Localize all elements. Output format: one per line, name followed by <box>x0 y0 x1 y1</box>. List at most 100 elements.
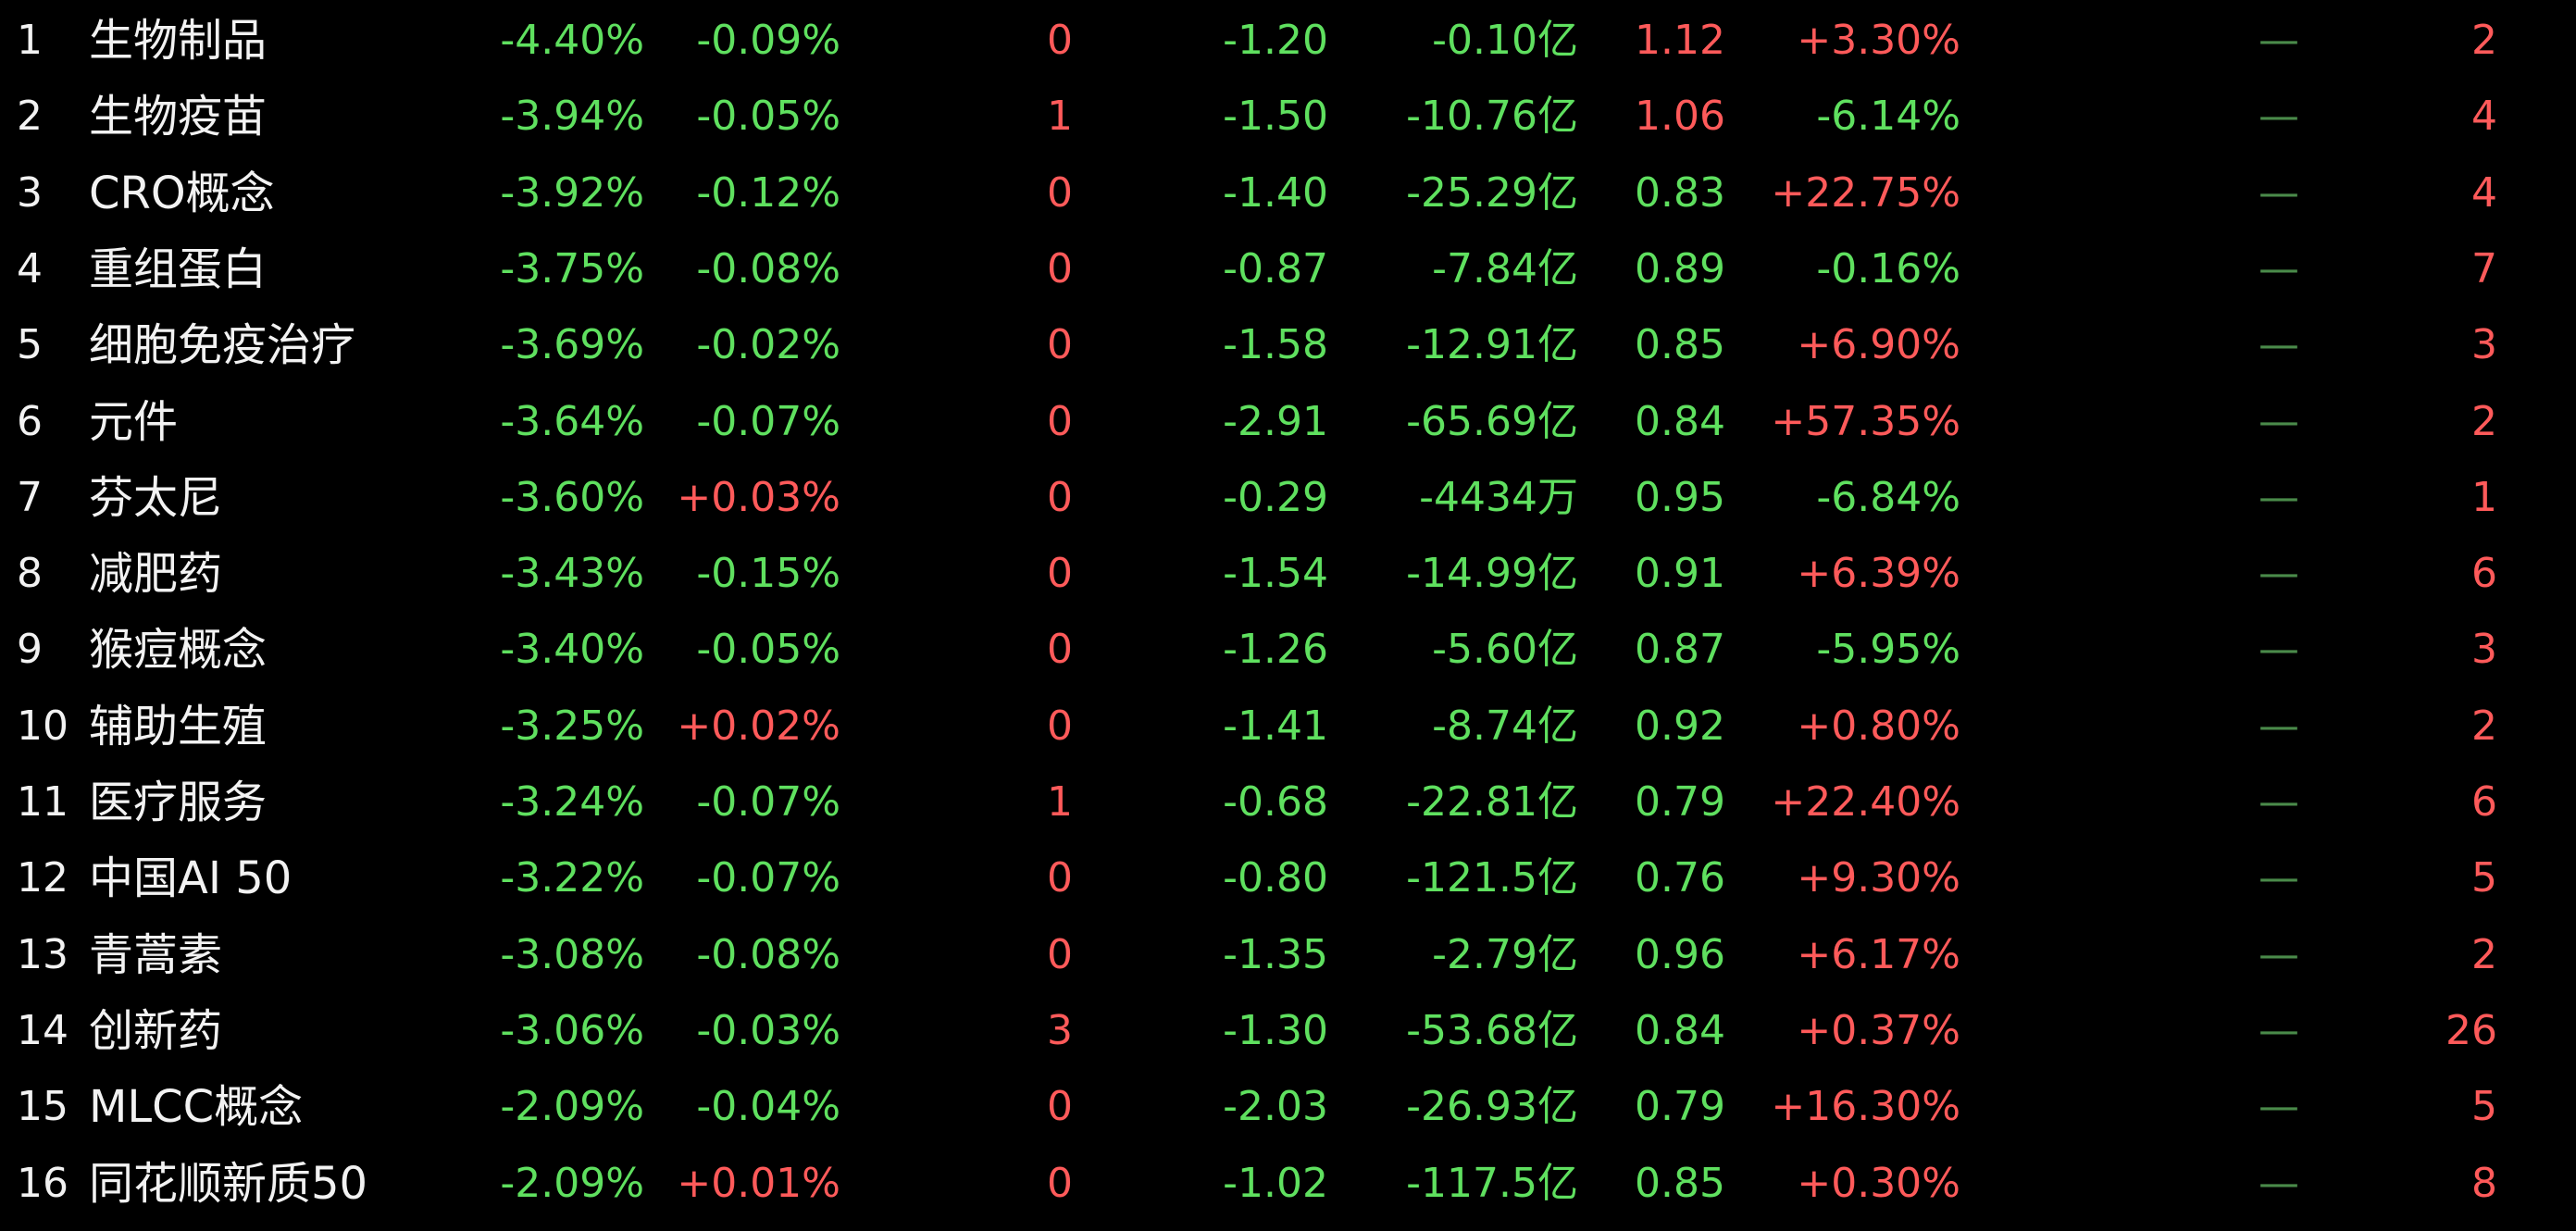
net-amount: -4434万 <box>1419 473 1578 521</box>
main-flow: -2.03 <box>1223 1083 1328 1131</box>
net-amount: -2.79亿 <box>1432 930 1578 978</box>
speed: -0.02% <box>696 321 840 369</box>
change-pct: -3.06% <box>500 1006 644 1054</box>
turnover-change: +6.39% <box>1797 550 1960 598</box>
main-flow: -1.50 <box>1223 93 1328 141</box>
rank: 15 <box>17 1083 68 1131</box>
speed: -0.08% <box>696 930 840 978</box>
main-flow: -1.54 <box>1223 550 1328 598</box>
change-pct: -3.75% <box>500 244 644 292</box>
stock-count: 6 <box>2471 778 2497 826</box>
volume-ratio: 0.79 <box>1635 1083 1725 1131</box>
stock-count: 7 <box>2471 244 2497 292</box>
limit-up-count: 0 <box>1047 854 1073 902</box>
rank: 9 <box>17 626 43 674</box>
volume-ratio: 0.79 <box>1635 778 1725 826</box>
net-amount: -0.10亿 <box>1432 17 1578 64</box>
net-amount: -53.68亿 <box>1406 1006 1578 1054</box>
dash: — <box>2259 626 2299 674</box>
stock-count: 6 <box>2471 550 2497 598</box>
volume-ratio: 0.87 <box>1635 626 1725 674</box>
turnover-change: +6.17% <box>1797 930 1960 978</box>
sector-name: 细胞免疫治疗 <box>89 319 356 372</box>
change-pct: -2.09% <box>500 1159 644 1207</box>
net-amount: -10.76亿 <box>1406 93 1578 141</box>
sector-name: 重组蛋白 <box>89 242 268 295</box>
dash: — <box>2259 930 2299 978</box>
stock-count: 2 <box>2471 397 2497 445</box>
main-flow: -1.35 <box>1223 930 1328 978</box>
sector-name: 生物疫苗 <box>89 91 268 143</box>
main-flow: -2.91 <box>1223 397 1328 445</box>
turnover-change: +22.75% <box>1771 168 1960 217</box>
turnover-change: -0.16% <box>1816 244 1960 292</box>
dash: — <box>2259 1159 2299 1207</box>
limit-up-count: 0 <box>1047 244 1073 292</box>
dash: — <box>2259 550 2299 598</box>
change-pct: -3.69% <box>500 321 644 369</box>
change-pct: -3.08% <box>500 930 644 978</box>
stock-count: 5 <box>2471 1083 2497 1131</box>
stock-count: 8 <box>2471 1159 2497 1207</box>
limit-up-count: 0 <box>1047 1083 1073 1131</box>
turnover-change: +0.80% <box>1797 702 1960 750</box>
net-amount: -121.5亿 <box>1406 854 1578 902</box>
limit-up-count: 1 <box>1047 778 1073 826</box>
speed: -0.15% <box>696 550 840 598</box>
volume-ratio: 1.12 <box>1635 17 1725 64</box>
speed: -0.07% <box>696 854 840 902</box>
turnover-change: +22.40% <box>1771 778 1960 826</box>
sector-name: 生物制品 <box>89 15 268 67</box>
change-pct: -3.92% <box>500 168 644 217</box>
limit-up-count: 0 <box>1047 702 1073 750</box>
sector-name: 医疗服务 <box>89 777 268 828</box>
rank: 7 <box>17 473 43 521</box>
rank: 2 <box>17 93 43 141</box>
volume-ratio: 0.83 <box>1635 168 1725 217</box>
turnover-change: +0.30% <box>1797 1159 1960 1207</box>
change-pct: -3.60% <box>500 473 644 521</box>
dash: — <box>2259 473 2299 521</box>
turnover-change: +0.37% <box>1797 1006 1960 1054</box>
dash: — <box>2259 93 2299 141</box>
limit-up-count: 1 <box>1047 93 1073 141</box>
sector-name: 猴痘概念 <box>89 624 268 677</box>
change-pct: -3.22% <box>500 854 644 902</box>
change-pct: -4.40% <box>500 17 644 64</box>
dash: — <box>2259 244 2299 292</box>
sector-name: 元件 <box>89 395 179 448</box>
speed: +0.01% <box>677 1159 840 1207</box>
change-pct: -3.43% <box>500 550 644 598</box>
net-amount: -22.81亿 <box>1406 778 1578 826</box>
dash: — <box>2259 854 2299 902</box>
sector-name: MLCC概念 <box>89 1081 304 1134</box>
main-flow: -1.20 <box>1223 17 1328 64</box>
dash: — <box>2259 1006 2299 1054</box>
volume-ratio: 0.84 <box>1635 1006 1725 1054</box>
volume-ratio: 0.85 <box>1635 1159 1725 1207</box>
change-pct: -3.40% <box>500 626 644 674</box>
rank: 3 <box>17 168 43 217</box>
volume-ratio: 0.84 <box>1635 397 1725 445</box>
turnover-change: -6.84% <box>1816 473 1960 521</box>
stock-count: 1 <box>2471 473 2497 521</box>
limit-up-count: 3 <box>1047 1006 1073 1054</box>
sector-name: 同花顺新质50 <box>89 1157 368 1210</box>
dash: — <box>2259 1083 2299 1131</box>
stock-count: 4 <box>2471 168 2497 217</box>
speed: -0.05% <box>696 626 840 674</box>
rank: 1 <box>17 17 43 64</box>
speed: -0.03% <box>696 1006 840 1054</box>
main-flow: -1.26 <box>1223 626 1328 674</box>
sector-name: 辅助生殖 <box>89 700 268 752</box>
limit-up-count: 0 <box>1047 17 1073 64</box>
rank: 16 <box>17 1159 68 1207</box>
net-amount: -25.29亿 <box>1406 168 1578 217</box>
net-amount: -5.60亿 <box>1432 626 1578 674</box>
rank: 13 <box>17 930 68 978</box>
rank: 12 <box>17 854 68 902</box>
stock-count: 4 <box>2471 93 2497 141</box>
volume-ratio: 0.91 <box>1635 550 1725 598</box>
speed: +0.03% <box>677 473 840 521</box>
speed: +0.02% <box>677 702 840 750</box>
